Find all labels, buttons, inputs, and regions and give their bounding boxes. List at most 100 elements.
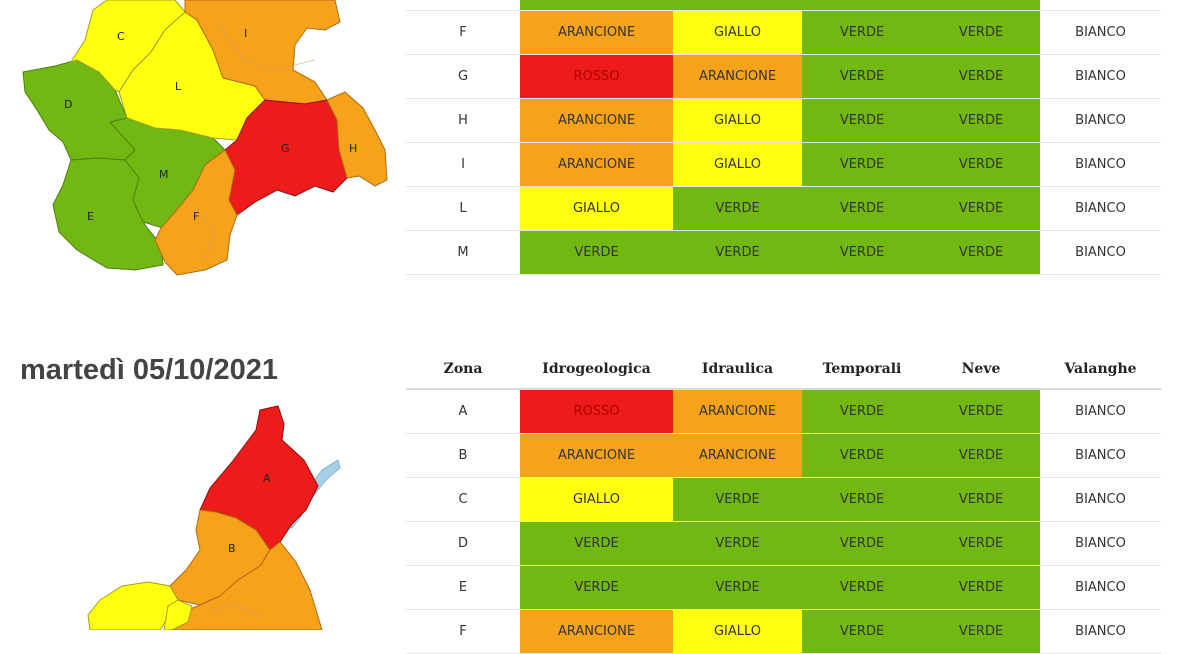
cell-idraulica: VERDE (673, 565, 802, 610)
cell-idrogeologica: ROSSO (520, 54, 673, 99)
header-temporali: Temporali (802, 350, 922, 390)
cell-zona: D (406, 521, 520, 566)
cell-valanghe: BIANCO (1040, 609, 1161, 654)
cell-neve: VERDE (922, 521, 1040, 566)
map-zone-f (154, 149, 238, 276)
cell-idrogeologica: VERDE (520, 230, 673, 275)
cell-idraulica: GIALLO (673, 609, 802, 654)
cell-idrogeologica: ARANCIONE (520, 11, 673, 55)
cell-idrogeologica: GIALLO (520, 186, 673, 231)
table-row: G ROSSO ARANCIONE VERDE VERDE BIANCO (406, 54, 1161, 99)
map-label-a: A (263, 472, 271, 485)
cell-temporali: VERDE (802, 565, 922, 610)
cell-idrogeologica: VERDE (520, 565, 673, 610)
map-zone-h (326, 91, 388, 187)
cell-zona: I (406, 142, 520, 187)
cell-idraulica: ARANCIONE (673, 389, 802, 434)
cell-temporali: VERDE (802, 54, 922, 99)
table-row: C GIALLO VERDE VERDE VERDE BIANCO (406, 477, 1161, 522)
cell-idrogeologica: VERDE (520, 521, 673, 566)
cell-neve: VERDE (922, 389, 1040, 434)
cell-valanghe: BIANCO (1040, 521, 1161, 566)
cell-temporali: VERDE (802, 98, 922, 143)
cell-temporali: VERDE (802, 11, 922, 55)
cell-neve: VERDE (922, 186, 1040, 231)
header-idraulica: Idraulica (673, 350, 802, 390)
map-label-l: L (175, 80, 182, 93)
cell-neve: VERDE (922, 565, 1040, 610)
alert-table-day1: F ARANCIONE GIALLO VERDE VERDE BIANCO G ROSSO AR… (406, 11, 1161, 275)
cell-valanghe: BIANCO (1040, 477, 1161, 522)
table-top-previous-row-strip (520, 0, 1040, 10)
cell-temporali: VERDE (802, 389, 922, 434)
cell-idraulica: VERDE (673, 521, 802, 566)
cell-neve: VERDE (922, 142, 1040, 187)
table-row: I ARANCIONE GIALLO VERDE VERDE BIANCO (406, 142, 1161, 187)
cell-temporali: VERDE (802, 433, 922, 478)
cell-idraulica: GIALLO (673, 11, 802, 55)
cell-neve: VERDE (922, 477, 1040, 522)
cell-idrogeologica: ARANCIONE (520, 609, 673, 654)
cell-valanghe: BIANCO (1040, 565, 1161, 610)
map-label-f: F (193, 210, 199, 223)
header-zona: Zona (406, 350, 520, 390)
cell-idraulica: GIALLO (673, 142, 802, 187)
cell-zona: F (406, 11, 520, 55)
cell-neve: VERDE (922, 54, 1040, 99)
cell-neve: VERDE (922, 433, 1040, 478)
map-zone-yellow-partial (163, 599, 193, 630)
table-row: F ARANCIONE GIALLO VERDE VERDE BIANCO (406, 609, 1161, 654)
cell-valanghe: BIANCO (1040, 230, 1161, 275)
cell-valanghe: BIANCO (1040, 389, 1161, 434)
cell-idraulica: ARANCIONE (673, 54, 802, 99)
cell-temporali: VERDE (802, 609, 922, 654)
map-label-i: I (244, 27, 247, 40)
cell-temporali: VERDE (802, 186, 922, 231)
cell-zona: L (406, 186, 520, 231)
header-neve: Neve (922, 350, 1040, 390)
alert-map-day1: C I D L G H M E F (15, 0, 395, 290)
cell-idrogeologica: ROSSO (520, 389, 673, 434)
table-row: A ROSSO ARANCIONE VERDE VERDE BIANCO (406, 389, 1161, 434)
day-title: martedì 05/10/2021 (20, 354, 278, 386)
cell-idrogeologica: ARANCIONE (520, 433, 673, 478)
header-idrogeologica: Idrogeologica (520, 350, 673, 390)
map-label-d: D (64, 98, 72, 111)
table-row: E VERDE VERDE VERDE VERDE BIANCO (406, 565, 1161, 610)
map-label-c: C (117, 30, 125, 43)
cell-zona: H (406, 98, 520, 143)
cell-valanghe: BIANCO (1040, 11, 1161, 55)
cell-neve: VERDE (922, 609, 1040, 654)
cell-zona: E (406, 565, 520, 610)
cell-valanghe: BIANCO (1040, 186, 1161, 231)
alert-table-day2: Zona Idrogeologica Idraulica Temporali N… (406, 350, 1161, 654)
cell-zona: M (406, 230, 520, 275)
cell-idraulica: ARANCIONE (673, 433, 802, 478)
cell-neve: VERDE (922, 11, 1040, 55)
table-row: F ARANCIONE GIALLO VERDE VERDE BIANCO (406, 11, 1161, 55)
cell-idrogeologica: GIALLO (520, 477, 673, 522)
cell-idraulica: VERDE (673, 477, 802, 522)
table-row: M VERDE VERDE VERDE VERDE BIANCO (406, 230, 1161, 275)
cell-neve: VERDE (922, 230, 1040, 275)
cell-temporali: VERDE (802, 230, 922, 275)
table-row: B ARANCIONE ARANCIONE VERDE VERDE BIANCO (406, 433, 1161, 478)
cell-zona: B (406, 433, 520, 478)
table-header-row: Zona Idrogeologica Idraulica Temporali N… (406, 350, 1161, 390)
map-label-e: E (87, 210, 94, 223)
alert-map-day2: A B (60, 400, 360, 630)
cell-valanghe: BIANCO (1040, 142, 1161, 187)
cell-idraulica: VERDE (673, 230, 802, 275)
header-valanghe: Valanghe (1040, 350, 1161, 390)
cell-zona: A (406, 389, 520, 434)
cell-zona: C (406, 477, 520, 522)
map-label-h: H (349, 142, 357, 155)
table-divider (406, 10, 1161, 11)
cell-neve: VERDE (922, 98, 1040, 143)
cell-valanghe: BIANCO (1040, 98, 1161, 143)
map-label-g: G (281, 142, 290, 155)
cell-idrogeologica: ARANCIONE (520, 98, 673, 143)
cell-zona: G (406, 54, 520, 99)
map-label-b: B (228, 542, 236, 555)
cell-temporali: VERDE (802, 477, 922, 522)
